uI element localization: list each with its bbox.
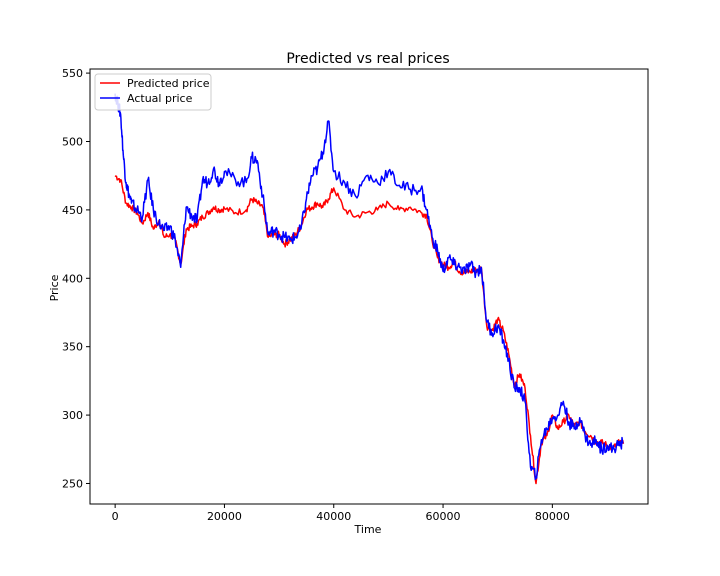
legend-label-predicted-price: Predicted price xyxy=(127,77,210,90)
y-tick-label: 450 xyxy=(62,204,83,217)
y-tick-label: 300 xyxy=(62,409,83,422)
y-tick-label: 350 xyxy=(62,341,83,354)
y-axis-label: Price xyxy=(48,274,61,301)
axes-frame xyxy=(89,68,649,505)
series-line-predicted-price xyxy=(114,175,625,485)
y-axis-ticks: 250 300 350 400 450 500 550 xyxy=(62,67,90,490)
x-tick-label: 0 xyxy=(112,510,119,523)
x-axis-label: Time xyxy=(354,523,382,536)
y-tick-label: 400 xyxy=(62,272,83,285)
chart-title: Predicted vs real prices xyxy=(286,51,449,67)
x-tick-label: 60000 xyxy=(426,510,461,523)
series-layer xyxy=(114,93,625,485)
legend-box xyxy=(94,73,212,111)
series-line-actual-price xyxy=(114,93,624,481)
x-tick-label: 40000 xyxy=(316,510,351,523)
y-tick-label: 250 xyxy=(62,477,83,490)
x-axis-ticks: 0 20000 40000 60000 80000 xyxy=(112,504,570,523)
y-tick-label: 550 xyxy=(62,67,83,80)
y-tick-label: 500 xyxy=(62,136,83,149)
x-tick-label: 80000 xyxy=(535,510,570,523)
x-tick-label: 20000 xyxy=(207,510,242,523)
plot-area xyxy=(89,68,649,505)
legend-label-actual-price: Actual price xyxy=(127,92,193,105)
legend: Predicted price Actual price xyxy=(94,73,212,111)
